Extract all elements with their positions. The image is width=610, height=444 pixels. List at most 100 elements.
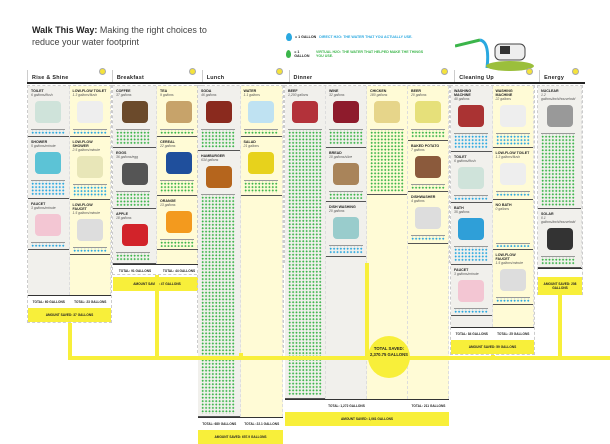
item-card: Nuclear 1.2 gallons/kwh/household [538, 86, 581, 210]
item-amount: 7 gallons [411, 147, 425, 152]
item-illustration-icon [458, 166, 485, 189]
item-card: Low-flow toilet 1.3 gallons/flush [69, 86, 110, 138]
item-amount: 4 gallons [411, 199, 425, 204]
item-amount: 3 gallons/minute [454, 271, 479, 276]
item-amount: 6 gallons/flush [31, 93, 53, 97]
item-name: Low-flow toilet [72, 89, 107, 93]
green-drop-icon [286, 50, 292, 58]
item-name: Salad [243, 140, 256, 145]
option-column: Soda 46 gallons Hamburger 634 gallons [198, 86, 241, 417]
item-name: Low-flow toilet [495, 151, 530, 156]
amount-saved: Amount saved: 37 gallons [28, 308, 111, 322]
connector-line [558, 295, 562, 356]
item-illustration-icon [121, 101, 148, 123]
column-total: Total: 211 gallons [411, 404, 446, 409]
connector-line [238, 353, 243, 356]
item-amount: 40 gallons [454, 97, 470, 101]
item-amount: 36 gallons/egg [116, 154, 139, 159]
item-amount: 1.1 gallons [243, 93, 260, 97]
item-amount: 2.5 gallons/minute [72, 148, 101, 153]
connector-line [490, 355, 495, 356]
section-lunch: Soda 46 gallons Hamburger 634 gallons Water 1… [197, 85, 284, 444]
nav-cleaning-up: Cleaning Up [454, 68, 539, 82]
item-card: Baked potato 7 gallons [408, 141, 448, 193]
item-illustration-icon [35, 213, 62, 236]
item-card: Cereal 22 gallons [157, 137, 200, 196]
item-amount: 46 gallons [201, 93, 217, 97]
item-card: Chicken 180 gallons [367, 86, 407, 196]
item-card: Coffee 37 gallons [113, 86, 156, 148]
connector-line [67, 323, 72, 356]
item-amount: 1.5 gallons/minute [495, 260, 524, 265]
column-total: Total: 60 gallons [32, 300, 65, 304]
section-rise-shine: Toilet 6 gallons/flush Shower 5 gallons/min… [27, 85, 112, 323]
item-illustration-icon [165, 210, 192, 233]
item-card: Tea 9 gallons [157, 86, 200, 138]
item-card: Washing machine 40 gallons [451, 86, 492, 152]
bubbles-icon [526, 68, 534, 75]
item-amount: 1.3 gallons/flush [495, 155, 521, 160]
item-card: Low-flow faucet 1.5 gallons/minute [69, 200, 110, 255]
item-amount: 37 gallons [116, 93, 132, 97]
column-total [367, 400, 408, 412]
item-illustration-icon [333, 101, 359, 123]
item-illustration-icon [415, 207, 441, 230]
option-column: Coffee 37 gallons Eggs 36 gallons/egg Apple 1… [113, 86, 157, 264]
gallon-dots [454, 245, 488, 262]
section-dinner: Beef 1,200 gallons Wine 32 gallons Bread 10 g… [284, 85, 450, 427]
option-column: Low-flow toilet 1.3 gallons/flush Low-flow… [69, 86, 111, 295]
item-illustration-icon [248, 101, 275, 123]
item-amount: 32 gallons [329, 93, 345, 97]
item-amount: 22 gallons [160, 144, 176, 149]
section-energy: Nuclear 1.2 gallons/kwh/household Solar 0.1… [537, 85, 583, 296]
gallon-dots [495, 296, 530, 302]
item-illustration-icon [499, 163, 526, 186]
item-card: Soda 46 gallons [198, 86, 240, 151]
item-amount: 35 gallons [454, 209, 470, 214]
item-name: Hamburger [201, 154, 225, 158]
item-card: Faucet 3 gallons/minute [451, 265, 492, 316]
item-name: Dish washing [329, 205, 356, 210]
gallon-dots [201, 194, 235, 414]
item-card: Hamburger 634 gallons [198, 151, 240, 417]
gallon-dots [495, 133, 530, 146]
item-illustration-icon [205, 166, 232, 188]
option-column: Toilet 6 gallons/flush Shower 5 gallons/min… [28, 86, 70, 295]
item-name: Shower [31, 140, 48, 145]
item-amount: 9 gallons [160, 93, 174, 97]
item-amount: 20 gallons [329, 209, 345, 214]
item-name: Solar [541, 212, 554, 217]
gallon-dots [454, 133, 488, 149]
item-illustration-icon [458, 279, 485, 302]
item-card: Low-flow faucet 1.5 gallons/minute [492, 250, 533, 305]
item-amount: 1,200 gallons [288, 93, 309, 97]
item-illustration-icon [546, 228, 573, 251]
item-illustration-icon [76, 101, 103, 123]
item-illustration-icon [248, 152, 275, 175]
item-illustration-icon [546, 105, 573, 127]
item-amount: 6 gallons/flush [454, 158, 476, 163]
item-name: Beef [288, 89, 298, 93]
total-saved-badge: Total saved: 2,370.75 gallons [368, 336, 410, 378]
item-amount: 1.3 gallons/flush [72, 93, 98, 97]
item-name: Dishwasher [411, 195, 436, 200]
item-amount: 20 gallons [411, 93, 427, 97]
item-illustration-icon [292, 101, 318, 123]
gallon-dots [411, 235, 445, 241]
blue-drop-icon [286, 33, 292, 41]
item-name: Low-flow faucet [72, 202, 93, 211]
item-illustration-icon [205, 101, 232, 123]
item-amount: 5 gallons/minute [31, 144, 56, 149]
option-column: Washing machine 22 gallons Low-flow toilet… [492, 86, 534, 327]
item-name: Bath [454, 205, 464, 210]
item-illustration-icon [333, 217, 359, 240]
gallon-dots [370, 129, 404, 193]
item-amount: 21 gallons [243, 144, 259, 149]
item-illustration-icon [35, 101, 62, 123]
gallon-dots [329, 190, 363, 200]
item-name: Soda [201, 89, 212, 93]
item-amount: 1.2 gallons/kwh/household [541, 93, 576, 101]
column-total: Total: 23 gallons [74, 300, 107, 304]
column-total: Total: 1,272 gallons [328, 404, 365, 409]
item-name: Cereal [160, 140, 175, 145]
